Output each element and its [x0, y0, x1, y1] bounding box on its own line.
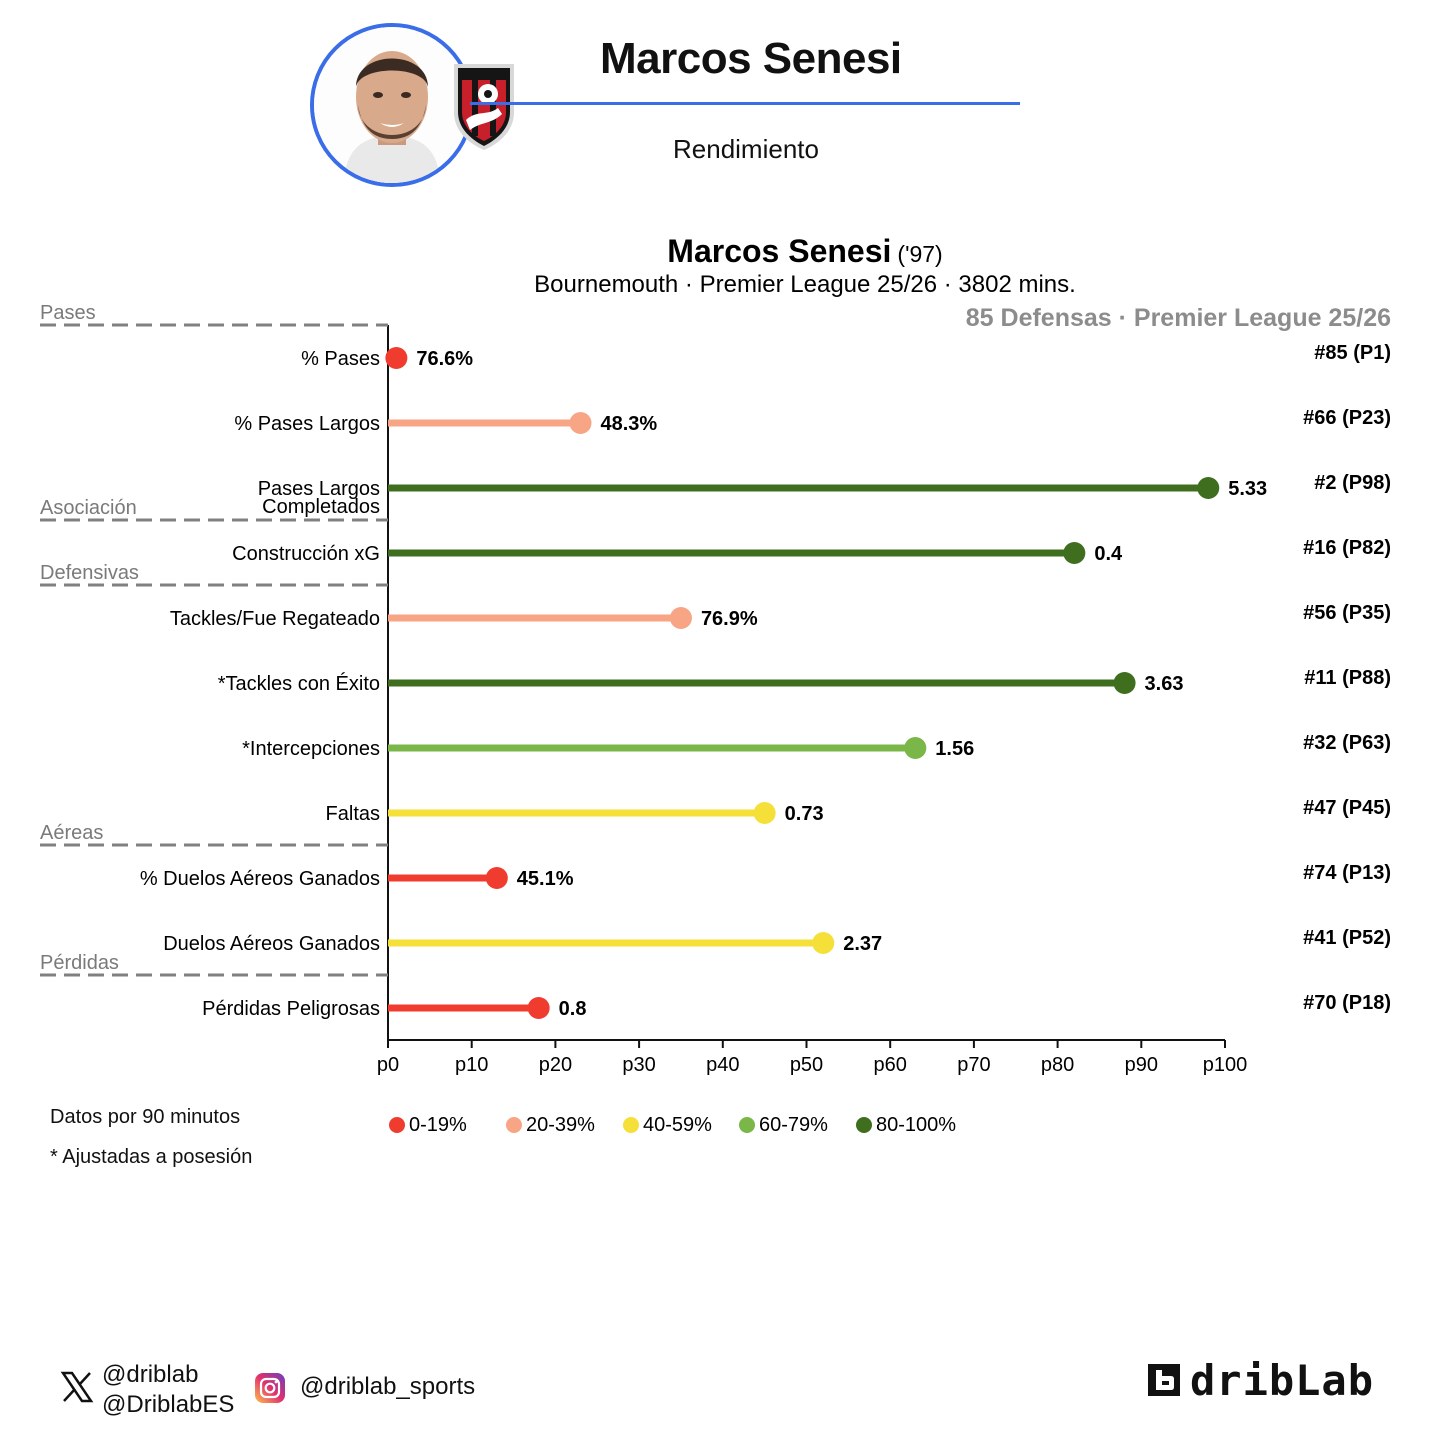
metric-rank: #32 (P63) [1303, 732, 1391, 754]
player-avatar [310, 23, 474, 187]
x-tick-label: p80 [1041, 1054, 1074, 1076]
metric-dot [812, 932, 835, 954]
category-label: Defensivas [40, 562, 139, 584]
metric-rank: #11 (P88) [1304, 667, 1391, 689]
percentile-chart: Marcos Senesi ('97)Bournemouth · Premier … [40, 233, 1391, 1136]
metric-dot [904, 737, 927, 759]
x-logo-icon [60, 1370, 94, 1404]
metric-dot [1197, 477, 1220, 499]
metric-rank: #2 (P98) [1314, 472, 1391, 494]
x-tick-label: p30 [622, 1054, 655, 1076]
legend-label: 40-59% [643, 1114, 712, 1136]
metric-label: Duelos Aéreos Ganados [163, 933, 380, 955]
legend-label: 60-79% [759, 1114, 828, 1136]
category-label: Pérdidas [40, 952, 119, 974]
metric-dot [753, 802, 776, 824]
metric-rank: #70 (P18) [1303, 992, 1391, 1014]
driblab-brand: dribLab [1190, 1356, 1375, 1405]
metric-label: Pérdidas Peligrosas [202, 998, 380, 1020]
x-tick-label: p20 [539, 1054, 572, 1076]
x-tick-label: p60 [874, 1054, 907, 1076]
metric-value: 5.33 [1228, 478, 1267, 500]
x-tick-label: p90 [1125, 1054, 1158, 1076]
metric-label: *Intercepciones [242, 738, 380, 760]
legend-swatch [623, 1117, 639, 1133]
metric-label: % Pases [301, 348, 380, 370]
legend-swatch [739, 1117, 755, 1133]
chart-title: Marcos Senesi ('97) [667, 233, 942, 269]
metric-value: 0.73 [785, 803, 824, 825]
metric-value: 0.4 [1094, 543, 1123, 565]
metric-rank: #47 (P45) [1303, 797, 1391, 819]
metric-label: *Tackles con Éxito [218, 672, 380, 695]
legend-label: 20-39% [526, 1114, 595, 1136]
x-tick-label: p100 [1203, 1054, 1248, 1076]
legend-label: 80-100% [876, 1114, 956, 1136]
metric-value: 1.56 [935, 738, 974, 760]
metric-dot [669, 607, 692, 629]
legend-label: 0-19% [409, 1114, 467, 1136]
chart-player-year: ('97) [897, 241, 942, 267]
legend-swatch [389, 1117, 405, 1133]
instagram-handle[interactable]: @driblab_sports [300, 1373, 476, 1400]
metric-dot [485, 867, 508, 889]
legend-swatch [856, 1117, 872, 1133]
metric-value: 45.1% [517, 868, 574, 890]
metric-value: 76.9% [701, 608, 758, 630]
x-tick-label: p50 [790, 1054, 823, 1076]
x-tick-label: p0 [377, 1054, 399, 1076]
metric-value: 48.3% [601, 413, 658, 435]
title-underline [470, 102, 1020, 105]
metric-value: 3.63 [1145, 673, 1184, 695]
chart-comparison: 85 Defensas · Premier League 25/26 [966, 304, 1391, 332]
x-tick-label: p40 [706, 1054, 739, 1076]
twitter-handle-driblab[interactable]: @driblab [102, 1361, 199, 1388]
metric-label: % Duelos Aéreos Ganados [140, 868, 380, 890]
metric-rank: #66 (P23) [1303, 407, 1391, 429]
page-subtitle: Rendimiento [673, 134, 819, 164]
category-label: Pases [40, 302, 96, 324]
category-label: Aéreas [40, 822, 103, 844]
metric-label: Faltas [326, 803, 380, 825]
metric-dot [527, 997, 550, 1019]
x-tick-label: p70 [957, 1054, 990, 1076]
metric-value: 76.6% [416, 348, 473, 370]
club-crest-icon [448, 60, 520, 152]
chart-player-name: Marcos Senesi [667, 233, 891, 269]
metric-rank: #16 (P82) [1303, 537, 1391, 559]
metric-label: Construcción xG [232, 543, 380, 565]
metric-label: Pases Largos [258, 478, 380, 500]
metric-dot [569, 412, 592, 434]
metric-label: Completados [262, 496, 380, 518]
category-label: Asociación [40, 497, 137, 519]
footnote-per90: Datos por 90 minutos [50, 1106, 241, 1128]
metric-rank: #56 (P35) [1303, 602, 1391, 624]
metric-dot [1063, 542, 1086, 564]
page-title: Marcos Senesi [600, 34, 902, 83]
metric-label: Tackles/Fue Regateado [170, 608, 380, 630]
metric-label: % Pases Largos [234, 413, 380, 435]
metric-rank: #41 (P52) [1303, 927, 1391, 949]
metric-rank: #85 (P1) [1314, 342, 1391, 364]
metric-rank: #74 (P13) [1303, 862, 1391, 884]
metric-value: 2.37 [843, 933, 882, 955]
twitter-handle-driblabes[interactable]: @DriblabES [102, 1391, 235, 1418]
metric-value: 0.8 [559, 998, 587, 1020]
metric-dot [385, 347, 408, 369]
driblab-logo-icon [1146, 1362, 1182, 1398]
metric-dot [1113, 672, 1136, 694]
legend-swatch [506, 1117, 522, 1133]
chart-info-line: Bournemouth · Premier League 25/26 · 380… [534, 271, 1076, 298]
footnote-possession: * Ajustadas a posesión [50, 1146, 253, 1168]
x-tick-label: p10 [455, 1054, 488, 1076]
instagram-icon [254, 1372, 286, 1404]
